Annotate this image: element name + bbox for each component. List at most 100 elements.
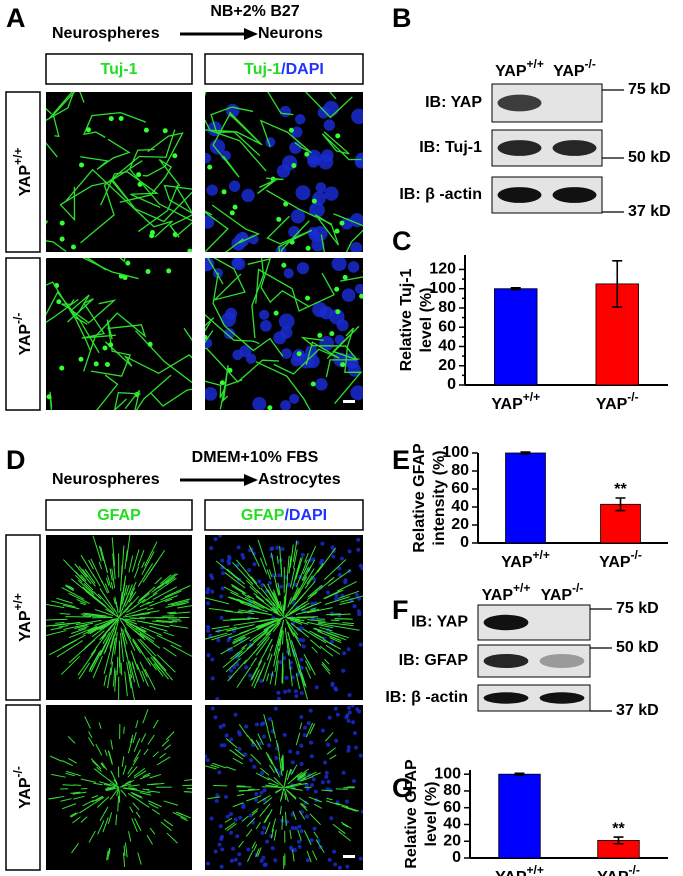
process: [273, 638, 280, 667]
process: [224, 821, 236, 830]
process: [295, 732, 301, 746]
neurite: [128, 148, 192, 238]
process: [74, 624, 88, 630]
neurite: [49, 391, 53, 410]
process: [102, 632, 111, 645]
nucleus: [330, 639, 335, 644]
soma: [108, 342, 114, 348]
nucleus: [235, 834, 240, 839]
process: [113, 598, 116, 605]
process: [295, 559, 308, 588]
process: [160, 590, 182, 601]
nucleus: [339, 556, 344, 561]
nucleus: [347, 693, 352, 698]
process: [285, 787, 296, 789]
process: [172, 620, 182, 622]
neurite: [46, 258, 107, 271]
process: [152, 808, 161, 815]
lane-label: YAP+/+: [482, 581, 531, 604]
nucleus: [206, 628, 211, 633]
process: [284, 792, 287, 800]
process: [61, 587, 85, 600]
band: [483, 653, 529, 669]
process: [93, 591, 102, 600]
process: [70, 791, 81, 794]
process: [289, 568, 296, 588]
process: [133, 629, 145, 639]
nucleus: [265, 839, 270, 844]
process: [268, 569, 273, 577]
nucleus: [248, 673, 253, 678]
process: [256, 617, 284, 631]
target: Astrocytes: [258, 471, 341, 488]
process: [301, 567, 309, 581]
process: [124, 592, 134, 607]
process: [152, 751, 160, 758]
nucleus: [341, 770, 346, 775]
process: [156, 619, 177, 623]
process: [130, 734, 134, 744]
nucleus: [210, 575, 215, 580]
process: [307, 591, 318, 601]
process: [153, 656, 167, 672]
arrow-head: [244, 474, 258, 486]
process: [319, 626, 333, 632]
process: [215, 560, 240, 581]
process: [71, 628, 87, 635]
nucleus: [237, 852, 242, 857]
process: [60, 798, 72, 802]
process: [273, 829, 277, 841]
process: [68, 585, 75, 590]
process: [230, 647, 246, 660]
nucleus: [351, 720, 356, 725]
process: [160, 574, 172, 585]
nucleus: [246, 847, 251, 852]
micrograph-signal: [46, 258, 192, 410]
process: [90, 645, 105, 673]
nucleus: [350, 385, 363, 401]
process: [230, 591, 256, 605]
process: [231, 583, 247, 595]
process: [133, 738, 141, 753]
process: [287, 790, 297, 800]
process: [272, 592, 282, 611]
process: [312, 627, 322, 632]
soma: [136, 172, 142, 178]
y-tick-label: 60: [451, 480, 469, 497]
nucleus: [229, 668, 234, 673]
process: [49, 795, 65, 800]
process: [98, 545, 104, 561]
process: [131, 639, 142, 654]
nucleus: [228, 180, 241, 192]
nucleus: [337, 573, 342, 578]
y-tick-label: 0: [460, 534, 469, 551]
process: [255, 739, 262, 750]
process: [124, 620, 131, 626]
nucleus: [291, 126, 303, 138]
process: [128, 831, 132, 842]
neurite: [205, 129, 261, 157]
process: [121, 632, 126, 648]
process: [262, 653, 273, 682]
process: [142, 709, 149, 724]
process: [165, 598, 173, 602]
process: [164, 585, 191, 598]
process: [62, 604, 80, 610]
process: [269, 671, 274, 685]
header-part: /DAPI: [281, 61, 324, 78]
nucleus: [333, 862, 338, 867]
neurite: [325, 325, 360, 378]
nucleus: [237, 861, 242, 866]
process: [309, 723, 316, 735]
neurite: [52, 92, 85, 138]
process: [277, 588, 280, 595]
process: [272, 622, 281, 632]
process: [245, 828, 253, 837]
neurite: [104, 341, 192, 375]
neurite: [70, 294, 117, 324]
process: [82, 799, 94, 807]
process: [288, 600, 309, 615]
process: [269, 644, 274, 652]
bar: [505, 452, 546, 544]
